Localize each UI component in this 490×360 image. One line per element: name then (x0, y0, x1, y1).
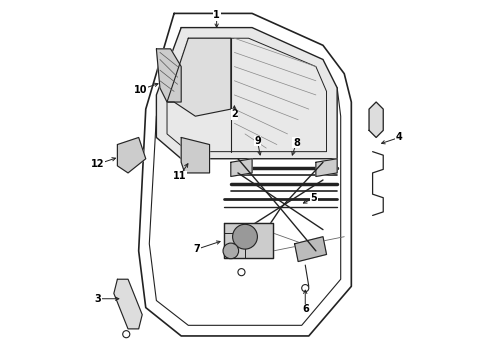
Circle shape (122, 330, 130, 338)
Text: 12: 12 (91, 159, 105, 169)
Polygon shape (156, 28, 337, 159)
Text: 7: 7 (194, 244, 200, 254)
Polygon shape (231, 159, 252, 176)
Text: 9: 9 (254, 136, 261, 146)
Text: 4: 4 (396, 132, 403, 143)
Text: 6: 6 (302, 304, 309, 314)
Text: 8: 8 (293, 138, 300, 148)
Text: 10: 10 (134, 85, 147, 95)
Polygon shape (139, 13, 351, 336)
Text: 2: 2 (231, 109, 238, 120)
Polygon shape (114, 279, 142, 329)
Polygon shape (118, 138, 146, 173)
Circle shape (233, 224, 257, 249)
Polygon shape (224, 222, 273, 258)
Polygon shape (316, 159, 337, 176)
Polygon shape (369, 102, 383, 138)
Text: 1: 1 (213, 10, 220, 20)
Polygon shape (167, 38, 231, 116)
Text: 5: 5 (311, 193, 318, 203)
Text: 11: 11 (172, 171, 186, 181)
Polygon shape (294, 237, 326, 261)
Polygon shape (156, 49, 181, 102)
Circle shape (238, 269, 245, 276)
Polygon shape (181, 138, 210, 173)
Text: 3: 3 (95, 294, 101, 304)
Circle shape (223, 243, 239, 259)
Circle shape (302, 284, 309, 292)
